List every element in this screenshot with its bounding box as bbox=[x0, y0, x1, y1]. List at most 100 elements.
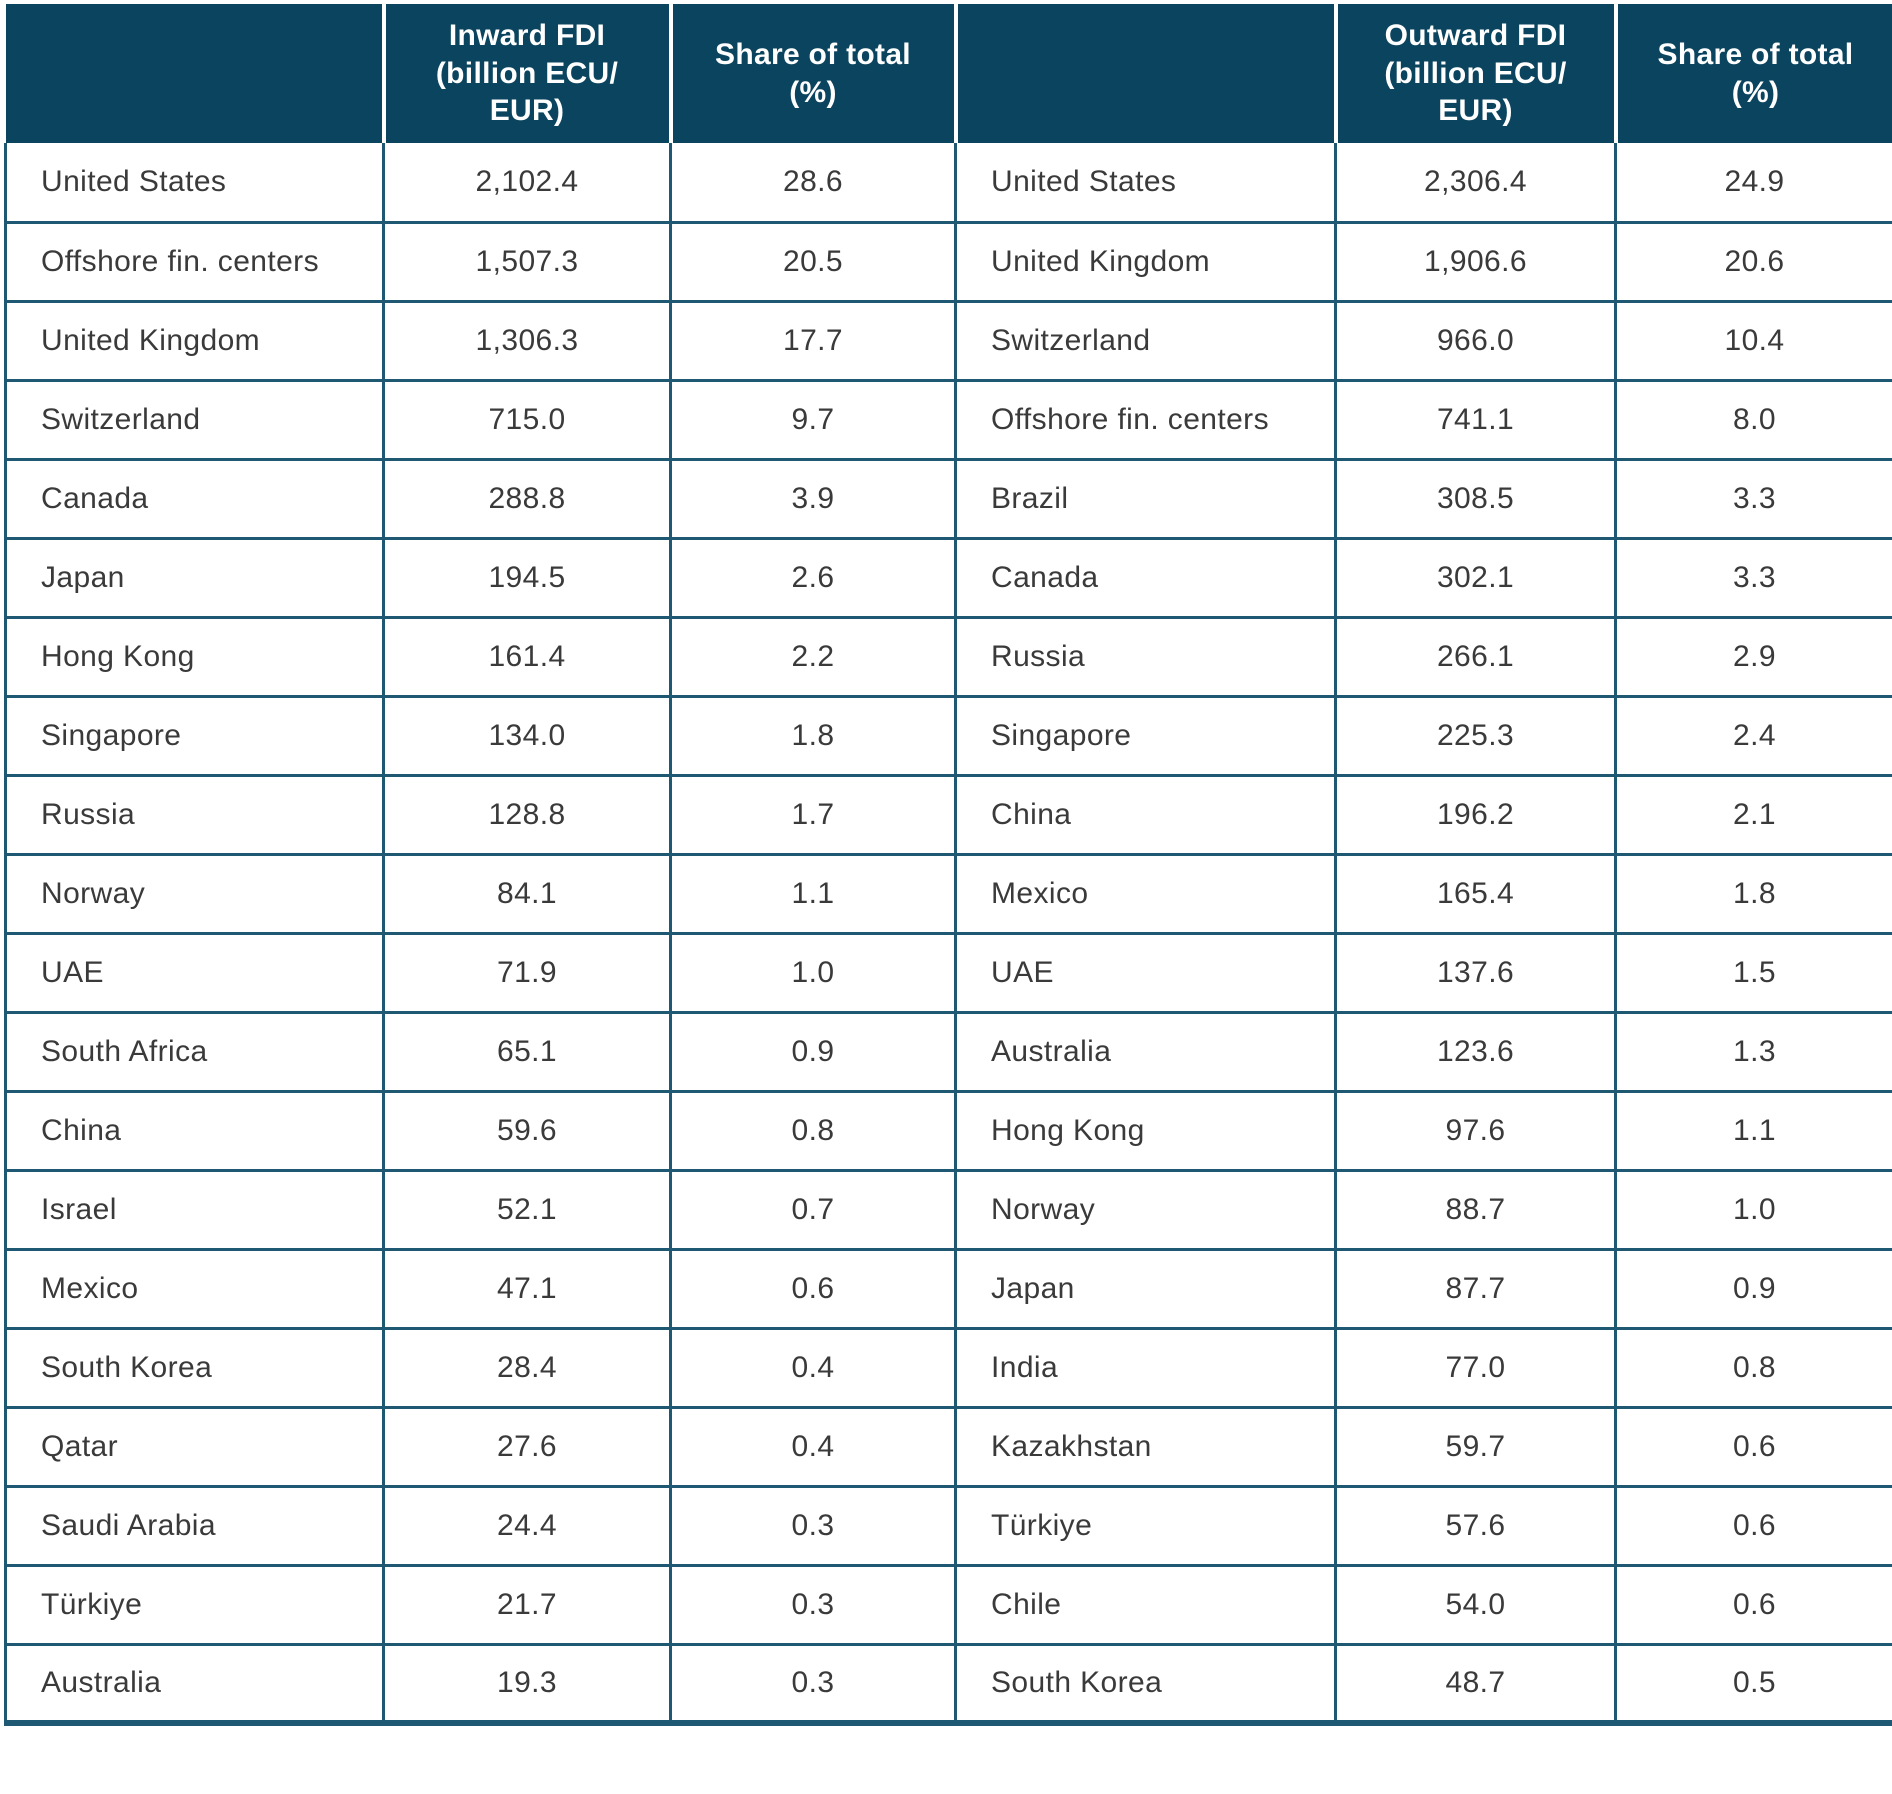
outward-share-cell: 0.6 bbox=[1614, 1484, 1892, 1567]
inward-country-cell: Canada bbox=[4, 457, 385, 540]
outward-share-cell: 0.5 bbox=[1614, 1642, 1892, 1726]
table-row: Qatar 27.6 0.4 Kazakhstan 59.7 0.6 bbox=[4, 1405, 1892, 1488]
inward-share-cell: 2.6 bbox=[669, 536, 957, 619]
outward-value-cell: 308.5 bbox=[1334, 457, 1617, 540]
outward-country-cell: Norway bbox=[954, 1168, 1337, 1251]
outward-country-cell: Japan bbox=[954, 1247, 1337, 1330]
outward-country-cell: United Kingdom bbox=[954, 220, 1337, 303]
inward-share-cell: 0.6 bbox=[669, 1247, 957, 1330]
inward-share-cell: 9.7 bbox=[669, 378, 957, 461]
outward-share-cell: 1.3 bbox=[1614, 1010, 1892, 1093]
outward-value-cell: 54.0 bbox=[1334, 1563, 1617, 1646]
table-row: Switzerland 715.0 9.7 Offshore fin. centers… bbox=[4, 378, 1892, 461]
outward-country-cell: Canada bbox=[954, 536, 1337, 619]
outward-country-cell: Mexico bbox=[954, 852, 1337, 935]
table-row: Australia 19.3 0.3 South Korea 48.7 0.5 bbox=[4, 1642, 1892, 1726]
inward-value-cell: 24.4 bbox=[382, 1484, 672, 1567]
outward-country-cell: Singapore bbox=[954, 694, 1337, 777]
inward-country-cell: South Africa bbox=[4, 1010, 385, 1093]
inward-share-cell: 0.3 bbox=[669, 1484, 957, 1567]
inward-value-cell: 65.1 bbox=[382, 1010, 672, 1093]
header-outward-fdi: Outward FDI (billion ECU/ EUR) bbox=[1335, 4, 1618, 143]
outward-share-cell: 0.9 bbox=[1614, 1247, 1892, 1330]
table-row: Canada 288.8 3.9 Brazil 308.5 3.3 bbox=[4, 457, 1892, 540]
inward-share-cell: 2.2 bbox=[669, 615, 957, 698]
table-row: United Kingdom 1,306.3 17.7 Switzerland 966.… bbox=[4, 299, 1892, 382]
inward-value-cell: 19.3 bbox=[382, 1642, 672, 1726]
inward-share-cell: 0.8 bbox=[669, 1089, 957, 1172]
inward-share-cell: 1.0 bbox=[669, 931, 957, 1014]
inward-value-cell: 128.8 bbox=[382, 773, 672, 856]
outward-share-cell: 1.0 bbox=[1614, 1168, 1892, 1251]
inward-country-cell: United Kingdom bbox=[4, 299, 385, 382]
outward-value-cell: 88.7 bbox=[1334, 1168, 1617, 1251]
table-row: Hong Kong 161.4 2.2 Russia 266.1 2.9 bbox=[4, 615, 1892, 698]
header-outward-share: Share of total (%) bbox=[1615, 4, 1892, 143]
outward-share-cell: 0.8 bbox=[1614, 1326, 1892, 1409]
table-row: United States 2,102.4 28.6 United States 2,3… bbox=[4, 143, 1892, 224]
inward-country-cell: Japan bbox=[4, 536, 385, 619]
outward-share-cell: 0.6 bbox=[1614, 1563, 1892, 1646]
inward-country-cell: Saudi Arabia bbox=[4, 1484, 385, 1567]
table-row: Israel 52.1 0.7 Norway 88.7 1.0 bbox=[4, 1168, 1892, 1251]
inward-share-cell: 0.9 bbox=[669, 1010, 957, 1093]
outward-value-cell: 741.1 bbox=[1334, 378, 1617, 461]
outward-value-cell: 77.0 bbox=[1334, 1326, 1617, 1409]
outward-country-cell: India bbox=[954, 1326, 1337, 1409]
outward-country-cell: Russia bbox=[954, 615, 1337, 698]
header-inward-share: Share of total (%) bbox=[670, 4, 958, 143]
outward-country-cell: Türkiye bbox=[954, 1484, 1337, 1567]
table-row: UAE 71.9 1.0 UAE 137.6 1.5 bbox=[4, 931, 1892, 1014]
table-row: Saudi Arabia 24.4 0.3 Türkiye 57.6 0.6 bbox=[4, 1484, 1892, 1567]
outward-country-cell: Offshore fin. centers bbox=[954, 378, 1337, 461]
inward-value-cell: 288.8 bbox=[382, 457, 672, 540]
outward-share-cell: 24.9 bbox=[1614, 143, 1892, 224]
inward-country-cell: Singapore bbox=[4, 694, 385, 777]
inward-value-cell: 28.4 bbox=[382, 1326, 672, 1409]
inward-country-cell: United States bbox=[4, 143, 385, 224]
table-row: South Korea 28.4 0.4 India 77.0 0.8 bbox=[4, 1326, 1892, 1409]
inward-value-cell: 71.9 bbox=[382, 931, 672, 1014]
outward-value-cell: 123.6 bbox=[1334, 1010, 1617, 1093]
inward-share-cell: 20.5 bbox=[669, 220, 957, 303]
inward-value-cell: 1,507.3 bbox=[382, 220, 672, 303]
inward-country-cell: Norway bbox=[4, 852, 385, 935]
outward-share-cell: 1.8 bbox=[1614, 852, 1892, 935]
outward-country-cell: Brazil bbox=[954, 457, 1337, 540]
outward-share-cell: 2.4 bbox=[1614, 694, 1892, 777]
table-row: Singapore 134.0 1.8 Singapore 225.3 2.4 bbox=[4, 694, 1892, 777]
outward-share-cell: 0.6 bbox=[1614, 1405, 1892, 1488]
inward-value-cell: 59.6 bbox=[382, 1089, 672, 1172]
outward-value-cell: 1,906.6 bbox=[1334, 220, 1617, 303]
inward-value-cell: 52.1 bbox=[382, 1168, 672, 1251]
table-row: Offshore fin. centers 1,507.3 20.5 United K… bbox=[4, 220, 1892, 303]
table-row: Türkiye 21.7 0.3 Chile 54.0 0.6 bbox=[4, 1563, 1892, 1646]
outward-value-cell: 97.6 bbox=[1334, 1089, 1617, 1172]
table-row: Mexico 47.1 0.6 Japan 87.7 0.9 bbox=[4, 1247, 1892, 1330]
fdi-table: Inward FDI (billion ECU/ EUR) Share of t… bbox=[4, 4, 1892, 1726]
inward-country-cell: Hong Kong bbox=[4, 615, 385, 698]
outward-country-cell: South Korea bbox=[954, 1642, 1337, 1726]
outward-value-cell: 165.4 bbox=[1334, 852, 1617, 935]
outward-country-cell: China bbox=[954, 773, 1337, 856]
outward-value-cell: 302.1 bbox=[1334, 536, 1617, 619]
inward-share-cell: 3.9 bbox=[669, 457, 957, 540]
table-row: South Africa 65.1 0.9 Australia 123.6 1.3 bbox=[4, 1010, 1892, 1093]
outward-share-cell: 1.5 bbox=[1614, 931, 1892, 1014]
inward-country-cell: Israel bbox=[4, 1168, 385, 1251]
outward-country-cell: Hong Kong bbox=[954, 1089, 1337, 1172]
inward-value-cell: 161.4 bbox=[382, 615, 672, 698]
inward-share-cell: 0.4 bbox=[669, 1326, 957, 1409]
outward-share-cell: 3.3 bbox=[1614, 536, 1892, 619]
table-row: Japan 194.5 2.6 Canada 302.1 3.3 bbox=[4, 536, 1892, 619]
outward-value-cell: 57.6 bbox=[1334, 1484, 1617, 1567]
inward-value-cell: 27.6 bbox=[382, 1405, 672, 1488]
inward-value-cell: 1,306.3 bbox=[382, 299, 672, 382]
outward-share-cell: 20.6 bbox=[1614, 220, 1892, 303]
inward-country-cell: Australia bbox=[4, 1642, 385, 1726]
outward-country-cell: Kazakhstan bbox=[954, 1405, 1337, 1488]
table-body: United States 2,102.4 28.6 United States 2,3… bbox=[4, 143, 1892, 1726]
inward-share-cell: 0.4 bbox=[669, 1405, 957, 1488]
outward-country-cell: UAE bbox=[954, 931, 1337, 1014]
inward-country-cell: Russia bbox=[4, 773, 385, 856]
